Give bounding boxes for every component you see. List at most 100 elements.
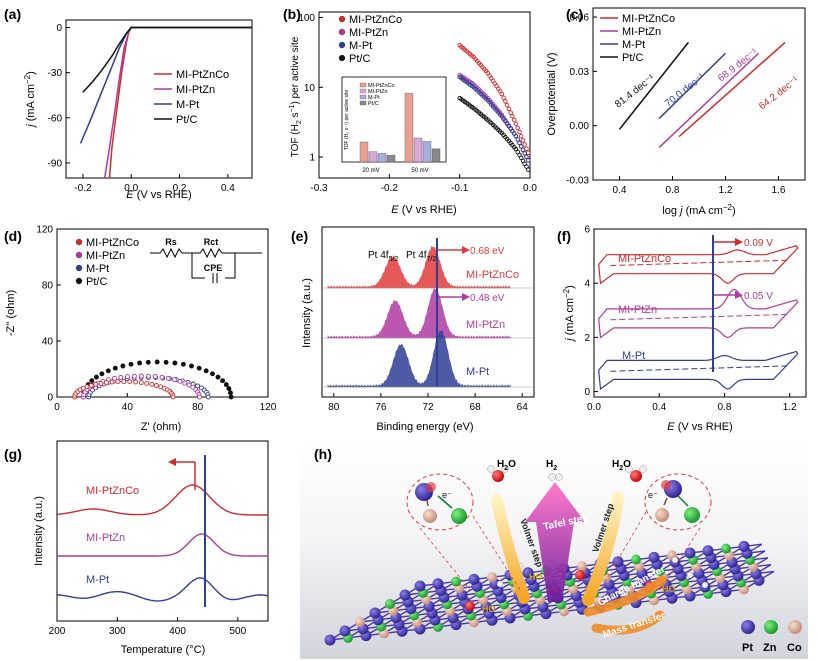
panel-a-legend-m-pt: M-Pt (176, 99, 199, 111)
panel-e-shift-head (462, 293, 470, 301)
panel-e-xtick-label: 68 (470, 402, 482, 413)
panel-b-legend-mi-ptznco: MI-PtZnCo (349, 14, 402, 26)
panel-e-xtick-label: 80 (328, 402, 340, 413)
panel-d-point-mi-ptzn (139, 374, 143, 378)
panel-a-label: (a) (4, 6, 21, 22)
panel-d-point-mi-ptznco (139, 381, 143, 385)
panel-g-label-m-pt: M-Pt (86, 574, 109, 586)
panel-d-point-pt-c (181, 362, 185, 366)
panel-d-point-pt-c (173, 361, 177, 365)
legend-co-label: Co (787, 642, 802, 654)
panel-b-point-m-pt (521, 148, 525, 152)
panel-b-point-mi-ptznco (518, 130, 522, 134)
panel-b-point-mi-ptznco (523, 143, 527, 147)
panel-a: (a) -0.2 0.0 0.2 0.4 0 -30 -60 -90 E (V vs RHE)… (4, 6, 252, 201)
panel-d-point-pt-c (121, 364, 125, 368)
panel-e-label: (e) (291, 228, 308, 244)
panel-b-point-m-pt (526, 159, 530, 163)
panel-d-point-pt-c (90, 379, 94, 383)
panel-a-ylabel: j (mA cm−2) (23, 71, 37, 129)
inset-bar-m-pt (423, 141, 431, 162)
panel-f-shift-mi-ptzn: 0.05 V (744, 291, 773, 302)
panel-f-label-mi-ptznco: MI-PtZnCo (618, 253, 671, 265)
panel-d-point-pt-c (197, 366, 201, 370)
peak-label-5-2: Pt 4f5/2 (368, 250, 398, 263)
panel-b-point-mi-ptznco (516, 126, 520, 130)
panel-b-point-mi-ptznco (521, 139, 525, 143)
lattice-atom (370, 608, 381, 619)
panel-d-point-mi-ptznco (110, 380, 114, 384)
panel-e-spectrum-m-pt (328, 331, 511, 387)
panel-d-label: (d) (4, 228, 22, 244)
panel-d-point-pt-c (190, 364, 194, 368)
panel-d-point-mi-ptznco (94, 382, 98, 386)
figure-canvas: (a) -0.2 0.0 0.2 0.40-30-60-90 E (V vs RHE)… (0, 0, 818, 661)
panel-c-ytick-label: 0.00 (570, 121, 590, 132)
panel-d-point-pt-c (227, 387, 231, 391)
panel-c-ytick-label: 0.03 (570, 67, 590, 78)
panel-a-ytick-label: -60 (48, 113, 63, 124)
electron-right-label: e⁻ (648, 490, 658, 500)
panel-b-xtick-label: -0.3 (310, 183, 328, 194)
panel-f-ylabel: j (mA cm−2) (562, 285, 576, 343)
panel-g-xtick-label: 500 (230, 626, 247, 637)
panel-d-point-mi-ptzn (146, 374, 150, 378)
panel-f-shift-mi-ptznco: 0.09 V (744, 238, 773, 249)
panel-b-ytick-label: 10 (304, 83, 316, 94)
inset-bar-mi-ptzn (369, 152, 377, 162)
panel-a-curve-m-pt (81, 28, 253, 144)
lattice-atom (451, 577, 461, 587)
electron-left-label: e⁻ (442, 490, 452, 500)
panel-a-ytick-label: 0 (56, 23, 62, 34)
panel-b-point-mi-ptznco (519, 134, 523, 138)
panel-b-xtick-label: 0.0 (523, 183, 537, 194)
panel-d-point-pt-c (94, 375, 98, 379)
panel-b-point-mi-ptznco (511, 115, 515, 119)
panel-b-ytick-label: 100 (298, 13, 315, 24)
panel-e-xtick-label: 64 (517, 402, 529, 413)
panel-d-point-mi-ptznco (150, 382, 154, 386)
adsorbed-hydrogen (497, 581, 503, 587)
adsorbed-oxygen (575, 570, 585, 580)
panel-d-point-pt-c (100, 372, 104, 376)
panel-d-legend-swatch (76, 278, 82, 284)
panel-b-legend-m-pt: M-Pt (349, 40, 372, 52)
panel-d-point-mi-ptznco (145, 381, 149, 385)
panel-f-ytick-label: 6 (584, 225, 590, 236)
panel-g-shift-head (168, 458, 176, 466)
circuit-rct: Rct (204, 237, 219, 247)
inset-ylabel: TOF (H₂ s⁻¹) per active site (344, 89, 350, 150)
panel-a-legend-mi-ptzn: MI-PtZn (176, 84, 215, 96)
panel-b-xlabel: E (V vs RHE) (391, 204, 456, 216)
panel-c: (c) 0.4 0.8 1.2 1.6-0.030.000.030.06 64.2 d… (546, 6, 805, 217)
panel-f-shift-head (735, 238, 743, 246)
panel-b-point-pt-c (526, 168, 530, 172)
panel-d-point-pt-c (129, 362, 133, 366)
panel-g-label: (g) (4, 446, 22, 462)
panel-f: (f) 0.0 0.4 0.8 1.20246 MI-PtZnCo0.09 VMI-P… (557, 225, 806, 434)
panel-h: (h) Tafel step Volmer step Volmer step H… (300, 443, 808, 659)
panel-f-xtick-label: 0.8 (718, 402, 732, 413)
inset-legend-swatch (360, 95, 366, 99)
panel-d-point-mi-ptznco (171, 395, 175, 399)
panel-f-ytick-label: 2 (584, 333, 590, 344)
inset-legend-swatch (360, 89, 366, 93)
panel-d-point-pt-c (221, 379, 225, 383)
lattice-atom (577, 561, 587, 571)
panel-c-legend-mi-ptzn: MI-PtZn (622, 26, 661, 38)
panel-e-xtick-label: 72 (422, 402, 434, 413)
inset-bar-mi-ptznco (405, 93, 413, 162)
panel-e-xtick-label: 76 (375, 402, 387, 413)
lattice-atom (400, 590, 411, 601)
panel-d-ytick-label: 40 (42, 337, 54, 348)
panel-c-xtick-label: 0.8 (666, 185, 680, 196)
panel-d-ylabel: -Z'' (ohm) (5, 290, 17, 336)
panel-g-ylabel: Intensity (a.u.) (33, 496, 45, 566)
panel-a-curve-pt-c (83, 28, 252, 93)
panel-a-ytick-label: -30 (48, 68, 63, 79)
panel-b-xtick-label: -0.2 (381, 183, 399, 194)
panel-d-xtick-label: 120 (260, 402, 277, 413)
panel-d-legend-mi-ptzn: MI-PtZn (86, 250, 125, 262)
panel-d-point-mi-ptznco (155, 384, 159, 388)
adsorbed-hydrogen (672, 557, 678, 563)
